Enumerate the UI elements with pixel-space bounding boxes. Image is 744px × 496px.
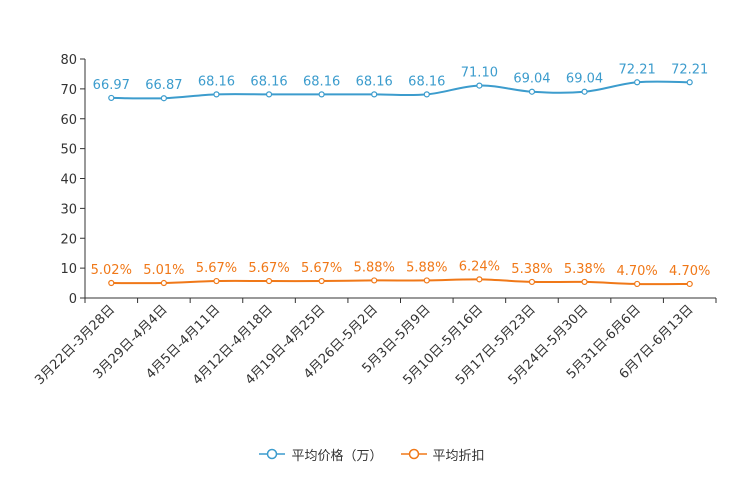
data-point xyxy=(528,278,536,286)
data-point xyxy=(476,82,483,89)
data-label: 68.16 xyxy=(198,74,235,89)
data-label: 71.10 xyxy=(461,66,498,81)
data-point xyxy=(581,278,588,286)
data-label: 5.88% xyxy=(406,260,447,275)
data-point xyxy=(213,277,220,285)
y-tick-label: 60 xyxy=(60,113,77,128)
series-line-0 xyxy=(111,80,690,100)
y-tick-label: 0 xyxy=(69,292,77,307)
legend-label-average-discount: 平均折扣 xyxy=(432,448,485,464)
data-label: 72.21 xyxy=(619,62,656,77)
legend: 平均价格（万） 平均折扣 xyxy=(0,442,744,466)
data-point xyxy=(108,279,115,287)
data-point xyxy=(423,91,430,98)
data-label: 68.16 xyxy=(408,74,445,89)
data-label: 5.67% xyxy=(301,261,342,276)
data-point xyxy=(108,94,115,102)
data-label: 5.02% xyxy=(91,263,132,278)
data-label: 66.87 xyxy=(145,78,182,93)
data-point xyxy=(634,280,641,288)
data-label: 4.70% xyxy=(669,264,710,279)
data-label: 5.67% xyxy=(248,261,289,276)
data-label: 69.04 xyxy=(513,72,550,87)
data-label: 5.88% xyxy=(354,260,395,275)
data-point xyxy=(318,91,325,98)
data-point xyxy=(160,95,167,102)
data-point xyxy=(686,79,693,86)
y-tick-label: 40 xyxy=(60,173,77,188)
series-line-1 xyxy=(111,278,690,286)
data-label: 68.16 xyxy=(303,74,340,89)
legend-marker-average-discount-icon xyxy=(400,448,427,460)
data-point xyxy=(634,79,641,86)
data-point xyxy=(423,277,430,284)
data-point xyxy=(160,279,167,287)
data-label: 66.97 xyxy=(93,78,130,93)
legend-marker-average-price-icon xyxy=(259,448,286,460)
data-point xyxy=(371,91,378,98)
y-tick-label: 30 xyxy=(60,202,77,217)
data-label: 5.01% xyxy=(143,263,184,278)
legend-item-average-price[interactable]: 平均价格（万） xyxy=(259,445,383,464)
y-tick-label: 70 xyxy=(60,83,77,98)
y-tick-label: 20 xyxy=(60,232,77,247)
data-label: 69.04 xyxy=(566,72,603,87)
legend-item-average-discount[interactable]: 平均折扣 xyxy=(400,445,485,464)
data-label: 4.70% xyxy=(616,264,657,279)
data-label: 5.38% xyxy=(564,262,605,277)
y-tick-label: 10 xyxy=(60,262,77,277)
y-tick-label: 50 xyxy=(60,143,77,158)
data-label: 5.38% xyxy=(511,262,552,277)
data-point xyxy=(371,277,378,284)
data-label: 68.16 xyxy=(250,74,287,89)
legend-label-average-price: 平均价格（万） xyxy=(291,448,383,464)
data-point xyxy=(581,88,588,95)
data-point xyxy=(265,91,273,98)
data-point xyxy=(213,91,220,98)
data-label: 6.24% xyxy=(459,259,500,274)
y-tick-label: 80 xyxy=(60,53,77,68)
data-label: 72.21 xyxy=(671,62,708,77)
data-point xyxy=(528,88,536,95)
line-chart: 010203040506070803月22日-3月28日3月29日-4月4日4月… xyxy=(32,53,717,388)
data-point xyxy=(476,276,483,283)
data-point xyxy=(686,280,693,288)
data-label: 68.16 xyxy=(356,74,393,89)
data-label: 5.67% xyxy=(196,261,237,276)
data-point xyxy=(265,277,273,285)
data-point xyxy=(318,277,325,285)
